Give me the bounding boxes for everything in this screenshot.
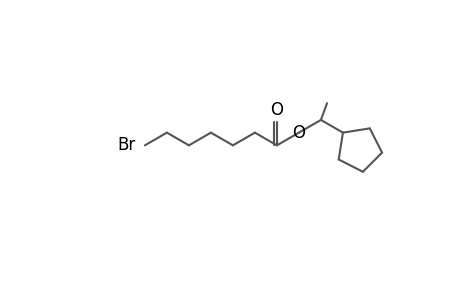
Text: O: O (270, 100, 283, 118)
Text: O: O (292, 124, 305, 142)
Text: Br: Br (117, 136, 135, 154)
